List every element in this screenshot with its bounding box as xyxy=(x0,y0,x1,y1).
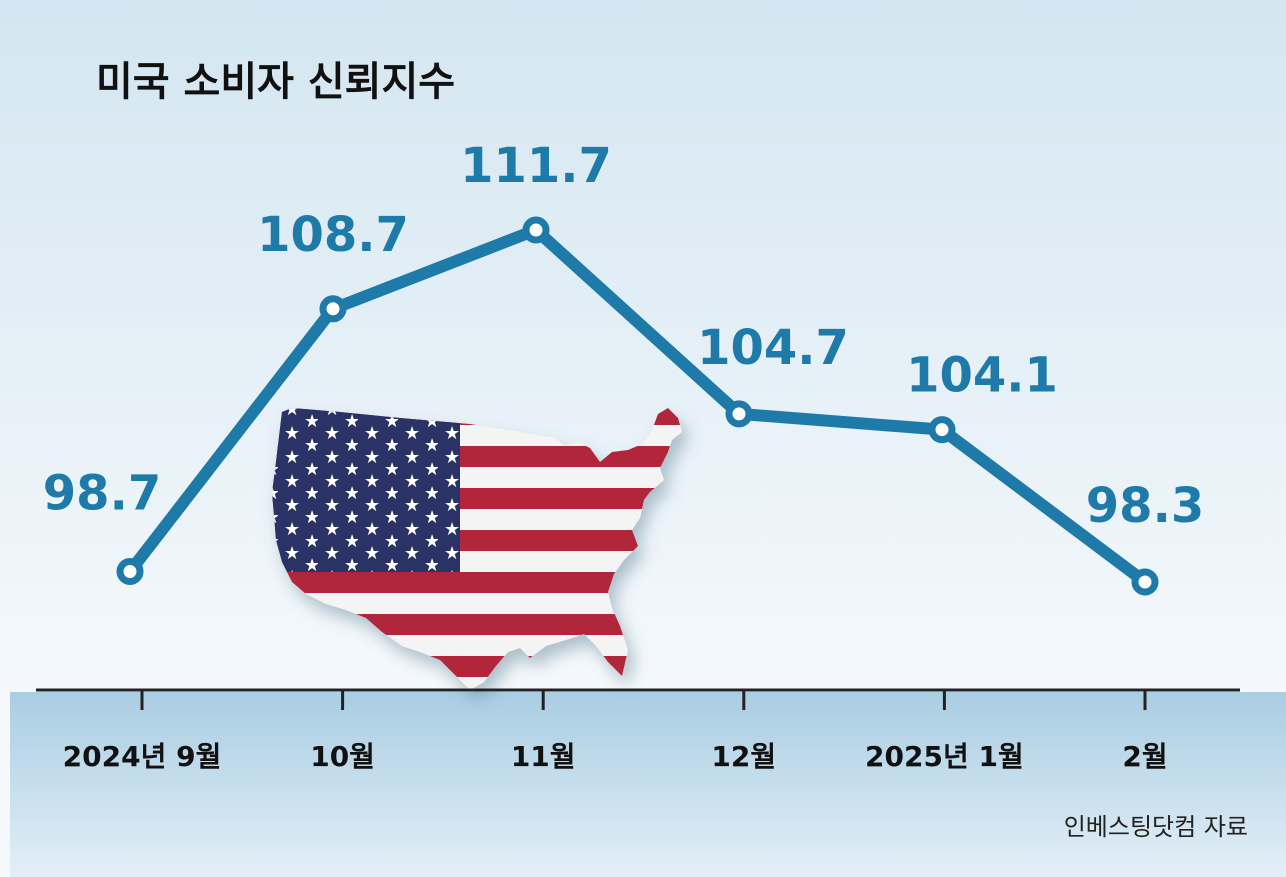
usa-flag-map-illustration xyxy=(272,408,682,690)
data-label-6: 98.3 xyxy=(1086,478,1204,534)
data-point-1 xyxy=(116,557,144,585)
series-line xyxy=(124,224,1151,588)
x-tick-label-6: 2월 xyxy=(1122,740,1167,773)
x-tick-label-5: 2025년 1월 xyxy=(865,740,1024,773)
data-point-6 xyxy=(1131,568,1159,596)
data-point-4 xyxy=(725,400,753,428)
data-label-1: 98.7 xyxy=(43,465,161,521)
axis-band xyxy=(10,692,1286,877)
data-point-3 xyxy=(522,216,550,244)
data-point-5 xyxy=(928,416,956,444)
source-note: 인베스팅닷컴 자료 xyxy=(1064,813,1248,841)
x-tick-label-2: 10월 xyxy=(310,740,375,773)
chart-title: 미국 소비자 신뢰지수 xyxy=(96,59,455,105)
x-tick-label-3: 11월 xyxy=(511,740,576,773)
data-label-5: 104.1 xyxy=(906,348,1058,404)
data-point-2 xyxy=(319,295,347,323)
x-tick-label-4: 12월 xyxy=(711,740,776,773)
data-label-2: 108.7 xyxy=(257,207,409,263)
data-label-4: 104.7 xyxy=(697,320,849,376)
data-label-3: 111.7 xyxy=(460,138,612,194)
x-tick-label-1: 2024년 9월 xyxy=(63,740,222,773)
